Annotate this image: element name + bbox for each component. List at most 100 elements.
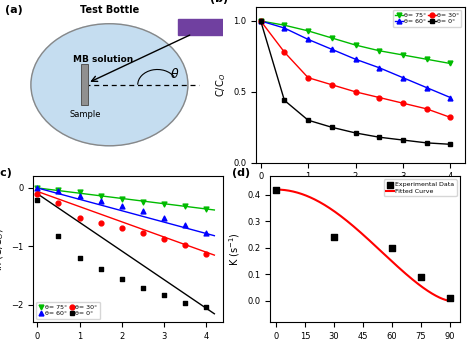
Line: θ= 75°: θ= 75°	[258, 19, 453, 66]
θ= 0°	[376, 135, 382, 139]
Y-axis label: C/C$_O$: C/C$_O$	[214, 73, 228, 97]
Text: Sample: Sample	[70, 110, 101, 119]
Point	[76, 255, 83, 261]
θ= 60°	[282, 26, 287, 30]
Text: $\theta$: $\theta$	[170, 67, 180, 81]
θ= 75°	[305, 29, 311, 33]
Text: UV light: UV light	[184, 22, 222, 31]
Point	[76, 193, 83, 198]
θ= 75°	[400, 53, 406, 57]
Point	[118, 225, 126, 231]
Fitted Curve	[274, 187, 280, 192]
Point	[34, 185, 41, 191]
θ= 30°	[447, 115, 453, 119]
Text: (c): (c)	[0, 167, 12, 178]
θ= 30°	[376, 96, 382, 100]
θ= 75°	[353, 43, 358, 47]
Point	[160, 292, 168, 297]
θ= 0°	[282, 98, 287, 102]
θ= 60°	[424, 85, 429, 89]
Point	[34, 191, 41, 197]
θ= 60°	[376, 66, 382, 70]
θ= 60°	[305, 37, 311, 41]
θ= 0°	[353, 131, 358, 135]
Experimental Data	[388, 245, 396, 251]
Point	[55, 233, 62, 238]
θ= 0°	[329, 125, 335, 129]
Legend: Experimental Data, Fitted Curve: Experimental Data, Fitted Curve	[384, 179, 456, 196]
Point	[139, 199, 146, 205]
Fitted Curve	[383, 253, 388, 257]
Line: Fitted Curve: Fitted Curve	[276, 190, 450, 301]
θ= 0°	[258, 19, 264, 23]
Point	[181, 242, 189, 247]
Point	[181, 222, 189, 228]
θ= 75°	[447, 61, 453, 65]
Text: (b): (b)	[210, 0, 228, 4]
Y-axis label: ln (C/C$_O$): ln (C/C$_O$)	[0, 227, 6, 271]
θ= 75°	[376, 49, 382, 53]
FancyBboxPatch shape	[178, 19, 228, 35]
Line: θ= 0°: θ= 0°	[258, 19, 453, 147]
Fitted Curve	[273, 187, 279, 192]
θ= 60°	[400, 76, 406, 80]
θ= 60°	[353, 57, 358, 61]
Point	[139, 231, 146, 236]
Point	[34, 185, 41, 191]
Y-axis label: K (s$^{-1}$): K (s$^{-1}$)	[227, 232, 242, 266]
Point	[55, 187, 62, 193]
θ= 30°	[400, 101, 406, 105]
θ= 30°	[305, 76, 311, 80]
Point	[181, 300, 189, 305]
Point	[97, 198, 104, 203]
Point	[55, 188, 62, 194]
θ= 0°	[400, 138, 406, 142]
Text: Test Bottle: Test Bottle	[80, 5, 139, 15]
θ= 60°	[447, 96, 453, 100]
Point	[97, 193, 104, 198]
Line: θ= 60°: θ= 60°	[258, 19, 453, 100]
Point	[160, 236, 168, 241]
Point	[202, 252, 210, 257]
Point	[118, 276, 126, 282]
Point	[76, 215, 83, 220]
θ= 60°	[329, 47, 335, 51]
Experimental Data	[417, 274, 425, 280]
θ= 30°	[329, 83, 335, 87]
θ= 0°	[447, 142, 453, 146]
Point	[160, 215, 168, 220]
Text: (d): (d)	[232, 167, 250, 178]
X-axis label: Time (hr): Time (hr)	[338, 187, 383, 197]
Fitted Curve	[428, 291, 434, 295]
Circle shape	[31, 24, 188, 146]
Text: (a): (a)	[5, 5, 22, 15]
θ= 75°	[329, 36, 335, 40]
θ= 75°	[258, 19, 264, 23]
Point	[55, 200, 62, 205]
Experimental Data	[447, 296, 454, 301]
θ= 0°	[424, 141, 429, 145]
Bar	[81, 64, 88, 105]
Point	[181, 203, 189, 209]
θ= 75°	[424, 57, 429, 61]
θ= 0°	[305, 118, 311, 122]
θ= 30°	[424, 107, 429, 111]
Fitted Curve	[440, 297, 446, 301]
Text: MB solution: MB solution	[73, 55, 133, 64]
Point	[97, 220, 104, 226]
Line: θ= 30°: θ= 30°	[258, 19, 453, 120]
Fitted Curve	[386, 256, 392, 260]
Fitted Curve	[382, 253, 388, 257]
Point	[202, 206, 210, 212]
Point	[139, 285, 146, 291]
Experimental Data	[330, 235, 338, 240]
θ= 30°	[282, 50, 287, 54]
Point	[202, 304, 210, 310]
Point	[34, 197, 41, 202]
θ= 30°	[258, 19, 264, 23]
Point	[118, 196, 126, 202]
Point	[139, 208, 146, 214]
Point	[202, 231, 210, 236]
Legend: θ= 75°, θ= 60°, θ= 30°, θ= 0°: θ= 75°, θ= 60°, θ= 30°, θ= 0°	[36, 302, 100, 319]
Point	[118, 203, 126, 209]
